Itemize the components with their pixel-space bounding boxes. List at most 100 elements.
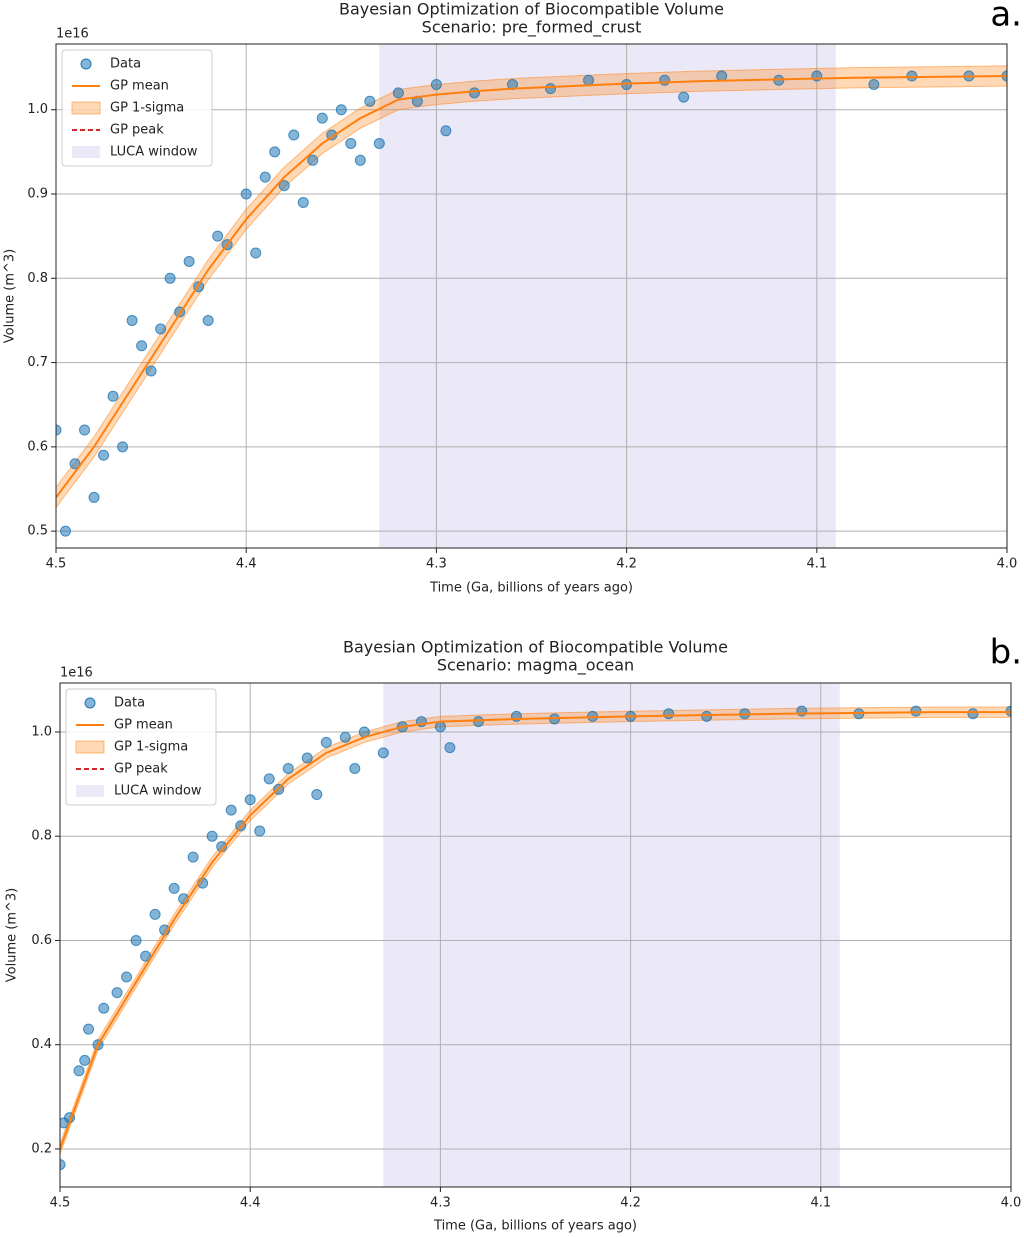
data-point: [60, 525, 72, 537]
data-point: [282, 762, 294, 774]
data-point: [307, 154, 319, 166]
plot-area: [60, 683, 1011, 1187]
data-point: [796, 705, 808, 717]
y-axis-label: Volume (m^3): [5, 888, 20, 982]
data-point: [444, 742, 456, 754]
data-point: [269, 146, 281, 158]
data-point: [117, 441, 129, 453]
offset-text: 1e16: [56, 27, 89, 42]
legend-key: [75, 740, 105, 754]
chart-subtitle: Scenario: pre_formed_crust: [422, 18, 642, 38]
data-point: [126, 314, 138, 326]
legend-box: [65, 688, 217, 806]
x-tick-label: 4.3: [426, 557, 447, 572]
data-point: [434, 721, 446, 733]
plot-frame: [55, 43, 1008, 549]
gp-mean: [60, 711, 1011, 1150]
data-point: [545, 83, 557, 95]
y-axis-label: Volume (m^3): [3, 249, 18, 343]
x-tick-label: 4.1: [810, 1196, 831, 1211]
data-point: [967, 708, 979, 720]
y-tick-label: 0.4: [31, 1037, 52, 1052]
x-tick-label: 4.5: [46, 557, 67, 572]
data-point: [868, 78, 880, 90]
x-tick-label: 4.2: [620, 1196, 641, 1211]
x-axis-label: Time (Ga, billions of years ago): [433, 1219, 637, 1234]
panel-label: a.: [990, 0, 1022, 35]
y-tick-label: 0.5: [27, 524, 48, 539]
data-point: [373, 137, 385, 149]
legend-key: [72, 146, 100, 158]
plot-area: [56, 44, 1007, 548]
y-tick-label: 0.8: [31, 829, 52, 844]
y-tick-label: 1.0: [27, 102, 48, 117]
chart: Bayesian Optimization of Biocompatible V…: [5, 633, 1023, 1234]
data-point: [225, 804, 237, 816]
legend-label: Data: [110, 57, 141, 72]
data-point: [98, 449, 110, 461]
panel-label: b.: [990, 633, 1022, 673]
legend-key: [80, 58, 92, 70]
data-point: [354, 154, 366, 166]
data-point: [440, 125, 452, 137]
data-point: [468, 87, 480, 99]
data-point: [56, 424, 62, 436]
data-point: [288, 129, 300, 141]
x-tick-label: 4.0: [997, 557, 1018, 572]
data-point: [130, 934, 142, 946]
data-point: [472, 716, 484, 728]
data-point: [910, 705, 922, 717]
legend: Data GP mean GP 1-sigma GP peak LUCA window: [61, 49, 213, 167]
data-point: [240, 188, 252, 200]
chart-subtitle: Scenario: magma_ocean: [437, 656, 634, 676]
y-tick-label: 1.0: [31, 724, 52, 739]
data-point: [339, 731, 351, 743]
data-point: [326, 129, 338, 141]
legend-label: GP mean: [114, 718, 173, 733]
gp-mean: [56, 75, 1007, 499]
data-point: [149, 908, 161, 920]
legend-label: LUCA window: [114, 784, 202, 799]
data-point: [60, 1159, 66, 1171]
data-point: [1005, 705, 1011, 717]
legend-label: GP mean: [110, 79, 169, 94]
luca-window: [379, 44, 836, 548]
data-point: [349, 762, 361, 774]
data-point: [98, 1002, 110, 1014]
x-tick-label: 4.1: [806, 557, 827, 572]
x-tick-label: 4.4: [236, 557, 257, 572]
y-tick-label: 0.6: [31, 933, 52, 948]
data-point: [278, 180, 290, 192]
legend-key: [71, 101, 101, 115]
data-point: [202, 314, 214, 326]
data-point: [906, 70, 918, 82]
offset-text: 1e16: [60, 666, 93, 681]
y-tick-label: 0.7: [27, 355, 48, 370]
legend-label: LUCA window: [110, 145, 198, 160]
y-tick-label: 0.6: [27, 439, 48, 454]
data-point: [206, 830, 218, 842]
data-point: [136, 340, 148, 352]
data-point: [583, 74, 595, 86]
data-point: [107, 390, 119, 402]
data-point: [311, 789, 323, 801]
data-point: [244, 794, 256, 806]
data-point: [430, 78, 442, 90]
x-tick-label: 4.4: [240, 1196, 261, 1211]
data-point: [183, 255, 195, 267]
data-point: [88, 491, 100, 503]
legend-box: [61, 49, 213, 167]
x-axis-label: Time (Ga, billions of years ago): [429, 581, 633, 596]
data-point: [140, 950, 152, 962]
data-point: [168, 882, 180, 894]
x-tick-label: 4.2: [616, 557, 637, 572]
data-point: [187, 851, 199, 863]
data-point: [111, 987, 123, 999]
chart-title: Bayesian Optimization of Biocompatible V…: [343, 638, 728, 657]
x-tick-label: 4.3: [430, 1196, 451, 1211]
data-point: [345, 137, 357, 149]
data-point: [364, 95, 376, 107]
y-tick-label: 0.2: [31, 1141, 52, 1156]
x-tick-label: 4.0: [1001, 1196, 1022, 1211]
chart: Bayesian Optimization of Biocompatible V…: [3, 0, 1023, 596]
